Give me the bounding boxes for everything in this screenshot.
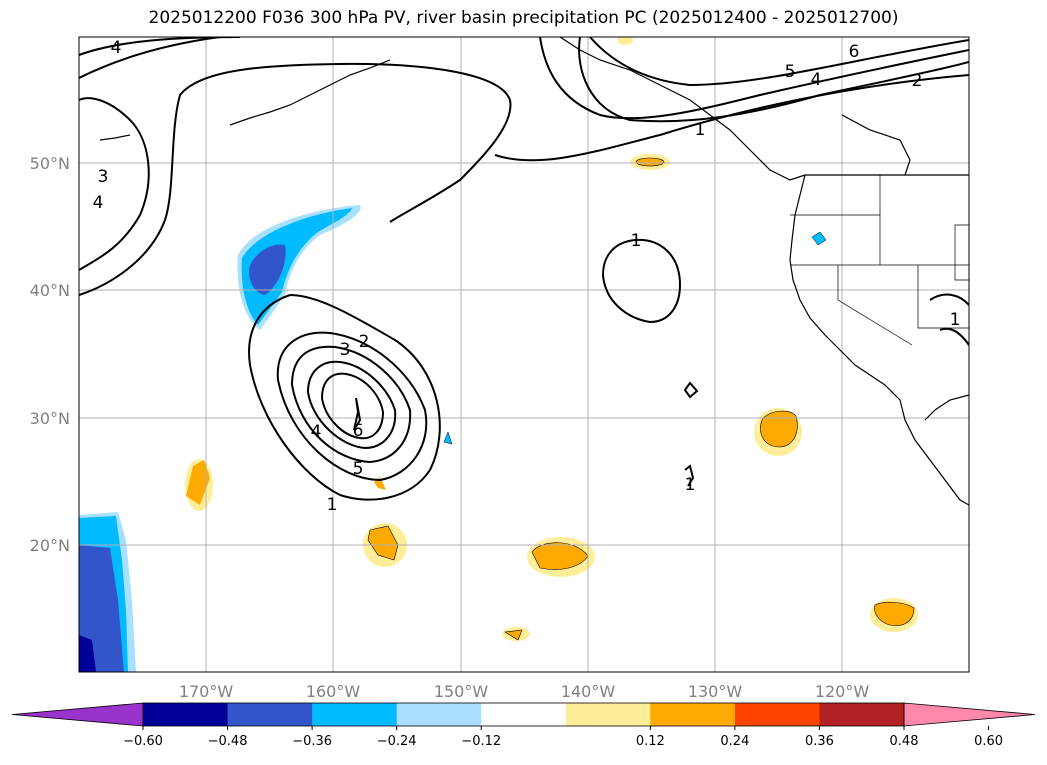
colorbar-tick-label: 0.12 xyxy=(636,734,665,749)
lat-tick-50n: 50°N xyxy=(30,154,70,173)
state-borders xyxy=(790,175,969,346)
lon-tick-170w: 170°W xyxy=(179,682,234,701)
contour-label-1c: 1 xyxy=(685,475,696,495)
lat-tick-labels: 50°N 40°N 30°N 20°N xyxy=(30,154,70,555)
precip-positive-regions xyxy=(185,37,918,641)
colorbar-segment xyxy=(481,703,567,726)
pv-contour-labels: 1 2 3 4 5 6 1 1 1 1 2 3 4 4 4 5 6 xyxy=(93,38,961,515)
colorbar-tick-label: 0.60 xyxy=(974,734,1003,749)
map-area: 1 2 3 4 5 6 1 1 1 1 2 3 4 4 4 5 6 xyxy=(79,37,969,672)
lon-tick-130w: 130°W xyxy=(688,682,743,701)
colorbar-tick-label: 0.48 xyxy=(890,734,919,749)
lon-tick-labels: 170°W 160°W 150°W 140°W 130°W 120°W xyxy=(179,682,870,701)
colorbar-tick-label: 0.24 xyxy=(720,734,749,749)
map-title: 2025012200 F036 300 hPa PV, river basin … xyxy=(148,8,899,28)
lon-tick-160w: 160°W xyxy=(306,682,361,701)
contour-label-5b: 5 xyxy=(785,62,796,82)
colorbar-segment xyxy=(227,703,313,726)
lon-tick-120w: 120°W xyxy=(815,682,870,701)
contour-label-3: 3 xyxy=(340,340,351,360)
contour-label-6b: 6 xyxy=(849,42,860,62)
contour-label-4c: 4 xyxy=(111,38,122,58)
contour-label-4d: 4 xyxy=(811,70,822,90)
colorbar-segment xyxy=(396,703,482,726)
precip-negative-band xyxy=(237,205,827,445)
colorbar-tick-label: −0.48 xyxy=(208,734,248,749)
colorbar-tick-label: 0.36 xyxy=(805,734,834,749)
contour-label-6: 6 xyxy=(353,421,364,441)
precip-negative-west-edge xyxy=(79,512,136,672)
gridlines xyxy=(79,37,969,672)
colorbar-segment xyxy=(650,703,736,726)
colorbar: −0.60 −0.48 −0.36 −0.24 −0.12 0.12 0.24 0.36 0.4… xyxy=(11,702,1036,749)
colorbar-extend-high xyxy=(903,702,1036,727)
colorbar-tick-label: −0.24 xyxy=(377,734,417,749)
lon-tick-150w: 150°W xyxy=(434,682,489,701)
contour-label-2b: 2 xyxy=(912,71,923,91)
contour-label-1d: 1 xyxy=(695,120,706,140)
contour-label-1: 1 xyxy=(327,495,338,515)
lat-tick-30n: 30°N xyxy=(30,409,70,428)
colorbar-frame xyxy=(142,702,905,727)
colorbar-segment xyxy=(565,703,651,726)
contour-label-2: 2 xyxy=(359,332,370,352)
coastlines xyxy=(99,37,969,506)
pv-contours xyxy=(79,37,969,501)
lon-tick-140w: 140°W xyxy=(561,682,616,701)
contour-label-4: 4 xyxy=(311,422,322,442)
contour-label-4b: 4 xyxy=(93,193,104,213)
colorbar-segment xyxy=(312,703,398,726)
colorbar-tick-label: −0.36 xyxy=(292,734,332,749)
lat-tick-40n: 40°N xyxy=(30,281,70,300)
contour-label-1e: 1 xyxy=(950,310,961,330)
map-frame xyxy=(78,36,970,673)
contour-label-3b: 3 xyxy=(98,167,109,187)
colorbar-segment xyxy=(734,703,820,726)
contour-label-5: 5 xyxy=(353,459,364,479)
colorbar-segment xyxy=(819,703,905,726)
contour-label-1b: 1 xyxy=(631,231,642,251)
colorbar-segment xyxy=(143,703,229,726)
colorbar-extend-low xyxy=(11,702,144,727)
colorbar-tick-label: −0.12 xyxy=(461,734,501,749)
lat-tick-20n: 20°N xyxy=(30,536,70,555)
colorbar-tick-label: −0.60 xyxy=(123,734,163,749)
